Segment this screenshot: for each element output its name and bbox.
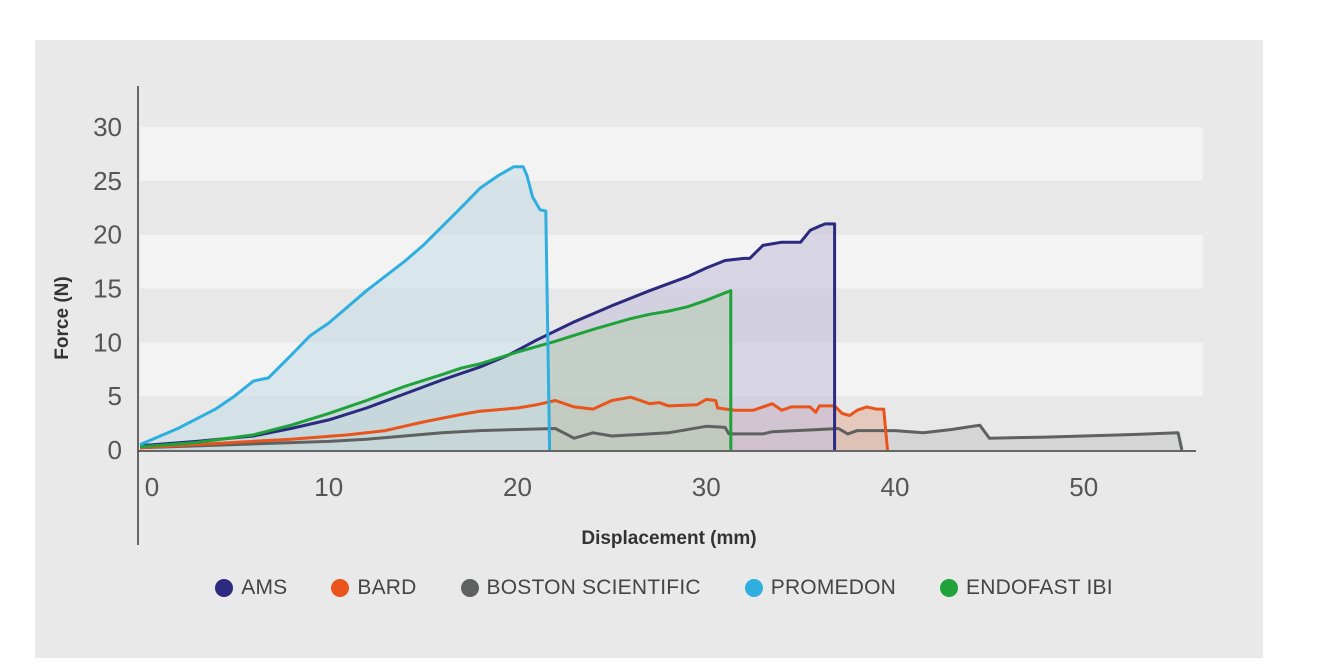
line-ams bbox=[139, 222, 837, 450]
line-endofast-ibi bbox=[139, 289, 733, 450]
legend-dot-promedon bbox=[744, 579, 763, 597]
x-tick-50: 50 bbox=[1069, 472, 1098, 502]
line-boston-scientific bbox=[139, 423, 1184, 451]
x-tick-30: 30 bbox=[692, 472, 721, 502]
y-tick-0: 0 bbox=[108, 435, 122, 465]
line-bard bbox=[139, 395, 889, 451]
band-15-20 bbox=[140, 234, 1203, 289]
y-tick-5: 5 bbox=[108, 381, 122, 411]
legend-label-promedon: PROMEDON bbox=[770, 576, 897, 599]
band-20-25 bbox=[140, 180, 1203, 235]
legend-item-boston-scientific: BOSTON SCIENTIFIC bbox=[460, 573, 701, 603]
y-tick-20: 20 bbox=[93, 220, 122, 250]
legend-dot-bard bbox=[331, 579, 350, 597]
legend-label-endofast-ibi: ENDOFAST IBI bbox=[966, 576, 1113, 599]
legend-label-boston-scientific: BOSTON SCIENTIFIC bbox=[486, 576, 701, 599]
legend-item-promedon: PROMEDON bbox=[744, 573, 897, 603]
legend-dot-ams bbox=[215, 579, 234, 597]
x-tick-40: 40 bbox=[881, 472, 910, 502]
axes bbox=[137, 86, 1196, 545]
line-promedon bbox=[139, 165, 552, 451]
y-tick-labels: 0 5 10 15 20 25 30 bbox=[93, 112, 122, 465]
band-25-30 bbox=[140, 127, 1203, 181]
legend-item-ams: AMS bbox=[215, 573, 287, 603]
x-tick-20: 20 bbox=[503, 472, 532, 502]
y-tick-15: 15 bbox=[93, 274, 122, 304]
y-tick-10: 10 bbox=[93, 327, 122, 357]
x-tick-labels: 0 10 20 30 40 50 bbox=[145, 472, 1098, 502]
legend-label-bard: BARD bbox=[357, 576, 417, 599]
legend-item-bard: BARD bbox=[331, 573, 416, 603]
legend: AMS BARD BOSTON SCIENTIFIC PROMEDON ENDOFAST… bbox=[0, 573, 1328, 603]
y-tick-30: 30 bbox=[93, 112, 122, 142]
series-lines bbox=[139, 165, 1184, 451]
x-axis-title: Displacement (mm) bbox=[581, 528, 756, 549]
x-tick-0: 0 bbox=[145, 472, 159, 502]
legend-label-ams: AMS bbox=[241, 576, 288, 599]
y-tick-25: 25 bbox=[93, 166, 122, 196]
legend-dot-boston-scientific bbox=[460, 579, 479, 597]
legend-dot-endofast-ibi bbox=[940, 579, 959, 597]
y-axis-title: Force (N) bbox=[52, 276, 73, 359]
legend-item-endofast-ibi: ENDOFAST IBI bbox=[940, 573, 1113, 603]
area-endofast-ibi bbox=[140, 290, 731, 450]
x-tick-10: 10 bbox=[314, 472, 343, 502]
